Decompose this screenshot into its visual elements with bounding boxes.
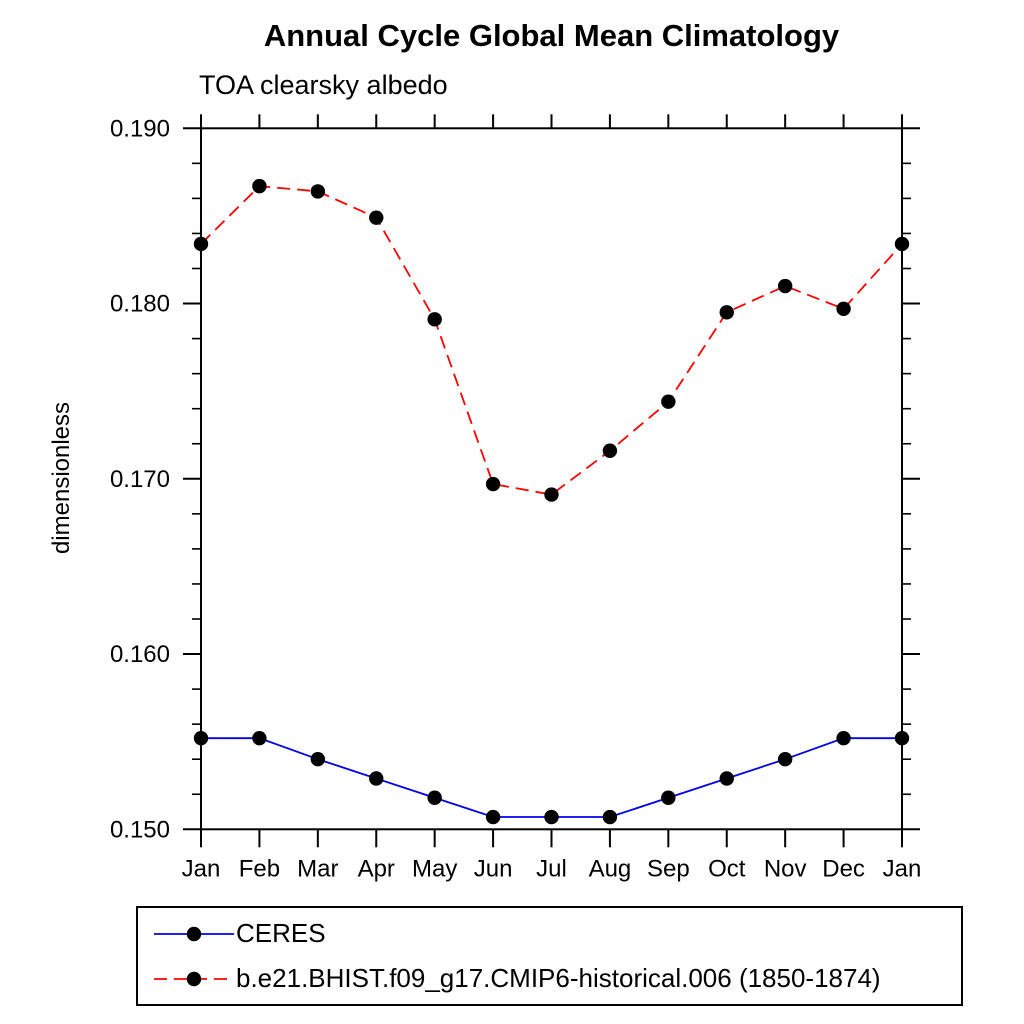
x-tick-label: Oct — [708, 855, 746, 882]
data-point-marker — [602, 809, 618, 825]
data-point-marker — [193, 236, 209, 252]
chart-subtitle: TOA clearsky albedo — [199, 70, 448, 100]
y-tick-label: 0.150 — [110, 816, 170, 843]
y-tick-label: 0.180 — [110, 291, 170, 318]
ceres-line-marker-sample — [154, 926, 234, 941]
data-point-marker — [310, 184, 326, 199]
x-tick-label: Jun — [474, 855, 513, 882]
x-tick-label: Jan — [883, 855, 922, 882]
x-tick-label: Nov — [764, 855, 807, 882]
data-point-marker — [369, 210, 384, 225]
chart-title: Annual Cycle Global Mean Climatology — [263, 18, 840, 53]
data-point-marker — [836, 301, 851, 317]
data-point-marker — [661, 394, 676, 409]
x-tick-label: May — [412, 855, 457, 882]
data-point-marker — [719, 771, 734, 786]
data-point-marker — [719, 305, 734, 320]
data-point-marker — [544, 809, 559, 825]
data-point-marker — [777, 278, 793, 294]
data-point-marker — [310, 752, 326, 767]
x-tick-label: Mar — [297, 855, 338, 882]
series-line-1 — [200, 185, 903, 496]
data-point-marker — [252, 178, 267, 194]
series-line-0 — [201, 737, 902, 818]
x-tick-label: Apr — [358, 855, 395, 882]
legend-item-model: b.e21.BHIST.f09_g17.CMIP6-historical.006… — [154, 956, 961, 1001]
legend-label-model: b.e21.BHIST.f09_g17.CMIP6-historical.006… — [236, 963, 881, 993]
legend-label-ceres: CERES — [236, 918, 326, 948]
data-point-marker — [252, 730, 267, 746]
x-tick-label: Dec — [822, 855, 865, 882]
data-point-marker — [894, 236, 910, 252]
data-point-marker — [369, 771, 384, 786]
data-point-marker — [836, 730, 851, 746]
plot-frame — [200, 127, 903, 831]
data-point-marker — [544, 487, 559, 502]
data-point-marker — [193, 730, 209, 746]
data-point-marker — [602, 443, 618, 458]
legend-marker-1 — [186, 971, 202, 986]
legend-box: CERES b.e21.BHIST.f09_g17.CMIP6-historic… — [136, 906, 963, 1006]
x-tick-label: Sep — [647, 855, 690, 882]
x-tick-label: Aug — [589, 855, 632, 882]
data-point-marker — [661, 790, 676, 805]
y-tick-label: 0.190 — [110, 115, 170, 142]
x-tick-label: Jan — [182, 855, 221, 882]
legend-marker-0 — [186, 926, 202, 941]
data-point-marker — [427, 790, 442, 805]
legend-item-ceres: CERES — [154, 911, 961, 956]
data-point-marker — [894, 730, 910, 746]
data-point-marker — [485, 809, 501, 825]
data-point-marker — [427, 312, 442, 327]
data-point-marker — [485, 476, 501, 492]
data-point-marker — [777, 752, 793, 767]
y-tick-label: 0.170 — [110, 466, 170, 493]
model-line-marker-sample — [154, 971, 234, 986]
x-tick-label: Jul — [536, 855, 567, 882]
y-tick-label: 0.160 — [110, 641, 170, 668]
x-tick-label: Feb — [239, 855, 280, 882]
